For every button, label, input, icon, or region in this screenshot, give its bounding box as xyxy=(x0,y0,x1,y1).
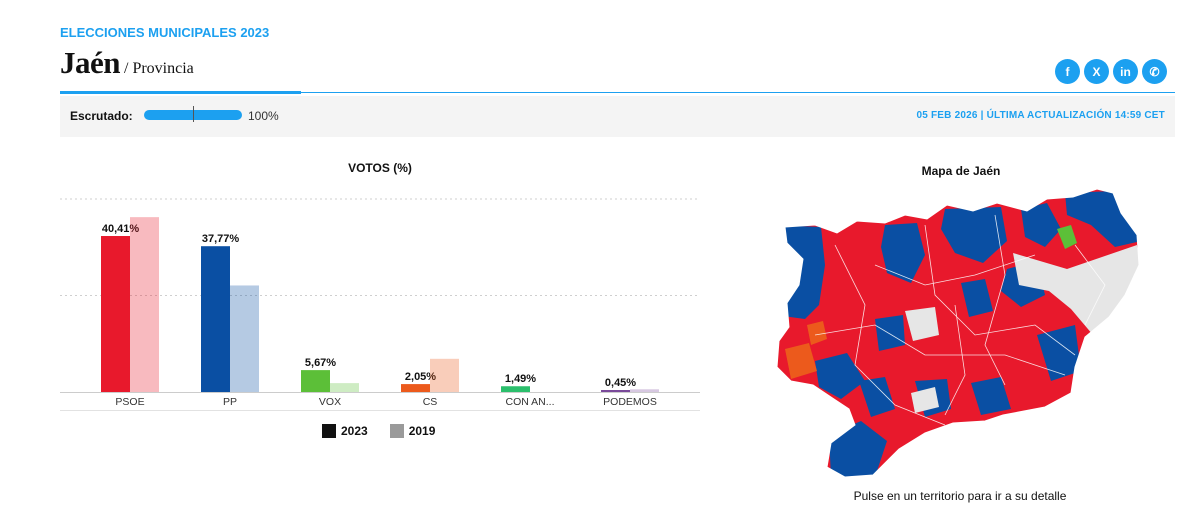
x-icon[interactable]: X xyxy=(1084,59,1109,84)
chart-title: VOTOS (%) xyxy=(348,161,412,175)
legend-swatch-2019 xyxy=(389,424,404,438)
map-territory-pp[interactable] xyxy=(961,279,993,317)
bar-2023-psoe xyxy=(101,236,130,392)
map-territory-pp[interactable] xyxy=(775,225,825,319)
tick-label-vox: VOX xyxy=(319,396,341,408)
count-label: Escrutado: xyxy=(70,109,133,123)
data-label-vox: 5,67% xyxy=(305,357,336,369)
bar-2023-cs xyxy=(401,384,430,392)
bar-2019-pp xyxy=(230,285,259,392)
map-territory-no-data[interactable] xyxy=(905,307,939,341)
votes-bar-chart: 40,41% PSOE 37,77% PP 5,67% VOX 2,05% CS 1,49% CO… xyxy=(60,198,700,411)
page-title: Jaén xyxy=(60,45,121,80)
share-buttons: f X in ✆ xyxy=(1055,59,1167,84)
map-borders xyxy=(814,214,1106,426)
map-territory-pp[interactable] xyxy=(859,377,895,417)
page-subtitle: / Provincia xyxy=(124,60,194,77)
tick-label-cs: CS xyxy=(423,396,438,408)
map-territory-cs[interactable] xyxy=(785,343,817,379)
data-label-psoe: 40,41% xyxy=(102,223,140,235)
map-territory-pp[interactable] xyxy=(881,223,925,283)
legend-item-2023[interactable]: 2023 xyxy=(322,424,368,438)
province-map xyxy=(775,188,1140,478)
legend-label-2023: 2023 xyxy=(341,424,368,438)
bar-2023-pp xyxy=(201,246,230,392)
map-outline xyxy=(776,188,1140,478)
bar-2023-conan xyxy=(501,386,530,392)
data-label-conan: 1,49% xyxy=(505,373,536,385)
section-kicker: ELECCIONES MUNICIPALES 2023 xyxy=(60,25,270,40)
data-label-cs: 2,05% xyxy=(405,371,436,383)
bar-2019-vox xyxy=(330,383,359,392)
bar-2019-podemos xyxy=(630,389,659,392)
linkedin-icon[interactable]: in xyxy=(1113,59,1138,84)
page-title-block: Jaén / Provincia xyxy=(60,45,194,81)
facebook-icon[interactable]: f xyxy=(1055,59,1080,84)
legend-item-2019[interactable]: 2019 xyxy=(389,424,436,438)
bar-2019-psoe xyxy=(130,217,159,392)
whatsapp-icon[interactable]: ✆ xyxy=(1142,59,1167,84)
map-territory-no-data[interactable] xyxy=(911,387,939,413)
tick-label-podemos: PODEMOS xyxy=(603,396,657,408)
bar-2019-cs xyxy=(430,358,459,392)
bar-2023-vox xyxy=(301,370,330,392)
data-label-pp: 37,77% xyxy=(202,233,240,245)
count-progress-value: 100% xyxy=(248,109,279,123)
tick-label-conan: CON AN... xyxy=(505,396,554,408)
tick-label-psoe: PSOE xyxy=(115,396,144,408)
map-territory-pp[interactable] xyxy=(941,207,1007,263)
map-territories xyxy=(775,189,1139,477)
map-territory-pp[interactable] xyxy=(829,421,887,477)
data-label-podemos: 0,45% xyxy=(605,377,636,389)
map-territory-pp[interactable] xyxy=(971,377,1011,415)
header-divider-accent xyxy=(60,91,301,94)
count-progress-marker xyxy=(193,106,194,122)
map-territory-vox[interactable] xyxy=(1057,225,1077,249)
legend-swatch-2023 xyxy=(322,424,336,438)
legend-label-2019: 2019 xyxy=(408,424,436,438)
chart-legend: 2023 2019 xyxy=(322,424,435,438)
map-territory-pp[interactable] xyxy=(875,315,905,351)
count-status-bar: Escrutado: 100% 05 FEB 2026 | ÚLTIMA ACT… xyxy=(60,96,1175,137)
last-update: 05 FEB 2026 | ÚLTIMA ACTUALIZACIÓN 14:59… xyxy=(916,110,1165,121)
tick-label-pp: PP xyxy=(223,396,237,408)
map-title: Mapa de Jaén xyxy=(921,164,1001,178)
map-territory-cs[interactable] xyxy=(807,321,827,345)
header-divider xyxy=(60,92,1175,93)
map-caption: Pulse en un territorio para ir a su deta… xyxy=(853,489,1067,503)
bar-2023-podemos xyxy=(601,390,630,392)
map-territory-pp[interactable] xyxy=(1037,325,1081,381)
map-territory-pp[interactable] xyxy=(1021,203,1061,247)
map-territory-pp[interactable] xyxy=(815,353,865,399)
